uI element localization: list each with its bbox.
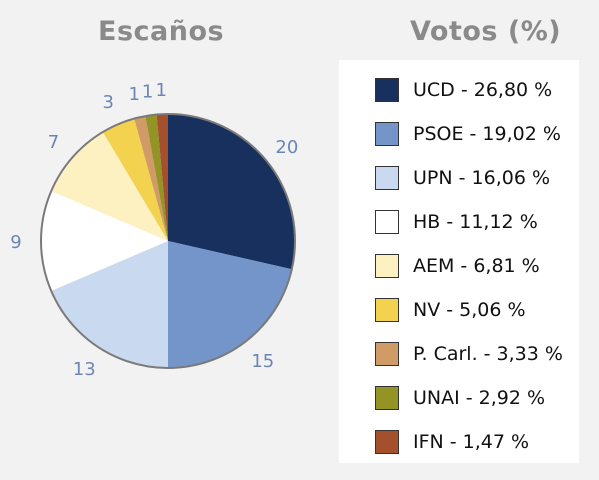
pie-slice-unai bbox=[145, 114, 168, 241]
legend-label: P. Carl. - 3,33 % bbox=[413, 343, 563, 365]
legend-swatch bbox=[375, 166, 399, 190]
legend-swatch bbox=[375, 210, 399, 234]
legend-label: NV - 5,06 % bbox=[413, 299, 526, 321]
legend-item: NV - 5,06 % bbox=[375, 297, 526, 323]
votes-legend-title: Votos (%) bbox=[410, 16, 562, 47]
pie-slice-p-carl bbox=[134, 116, 168, 241]
legend-swatch bbox=[375, 298, 399, 322]
pie-data-label: 1 bbox=[142, 81, 153, 102]
pie-data-label: 3 bbox=[103, 92, 114, 113]
legend-swatch bbox=[375, 78, 399, 102]
legend-item: AEM - 6,81 % bbox=[375, 253, 540, 279]
legend-item: PSOE - 19,02 % bbox=[375, 121, 561, 147]
legend-item: UCD - 26,80 % bbox=[375, 77, 552, 103]
seats-chart-title: Escaños bbox=[98, 16, 225, 47]
legend-label: UNAI - 2,92 % bbox=[413, 387, 546, 409]
legend-label: UCD - 26,80 % bbox=[413, 79, 553, 101]
pie-slice-psoe bbox=[168, 241, 292, 368]
pie-data-label: 1 bbox=[128, 84, 139, 105]
legend-item: HB - 11,12 % bbox=[375, 209, 538, 235]
legend-swatch bbox=[375, 342, 399, 366]
pie-data-label: 7 bbox=[48, 132, 59, 153]
pie-outline bbox=[40, 113, 296, 369]
pie-slice-ucd bbox=[168, 114, 296, 270]
pie-data-label: 20 bbox=[275, 137, 298, 158]
legend-item: IFN - 1,47 % bbox=[375, 429, 529, 455]
legend-label: PSOE - 19,02 % bbox=[413, 123, 561, 145]
legend-label: AEM - 6,81 % bbox=[413, 255, 540, 277]
legend-label: UPN - 16,06 % bbox=[413, 167, 550, 189]
legend-label: HB - 11,12 % bbox=[413, 211, 538, 233]
legend-swatch bbox=[375, 430, 399, 454]
legend-label: IFN - 1,47 % bbox=[413, 431, 530, 453]
legend-item: P. Carl. - 3,33 % bbox=[375, 341, 563, 367]
pie-data-label: 15 bbox=[251, 351, 274, 372]
pie-slice-nv bbox=[102, 118, 168, 241]
votes-legend: UCD - 26,80 % PSOE - 19,02 % UPN - 16,06 %… bbox=[339, 60, 579, 463]
legend-swatch bbox=[375, 254, 399, 278]
pie-slice-hb bbox=[40, 191, 168, 291]
legend-item: UPN - 16,06 % bbox=[375, 165, 550, 191]
pie-slice-aem bbox=[51, 131, 169, 241]
pie-slice-upn bbox=[51, 241, 169, 368]
legend-item: UNAI - 2,92 % bbox=[375, 385, 545, 411]
pie-data-label: 13 bbox=[73, 359, 96, 380]
pie-data-label: 9 bbox=[10, 232, 21, 253]
pie-slice-ifn bbox=[156, 114, 168, 241]
legend-swatch bbox=[375, 122, 399, 146]
pie-data-label: 1 bbox=[155, 80, 166, 101]
legend-swatch bbox=[375, 386, 399, 410]
